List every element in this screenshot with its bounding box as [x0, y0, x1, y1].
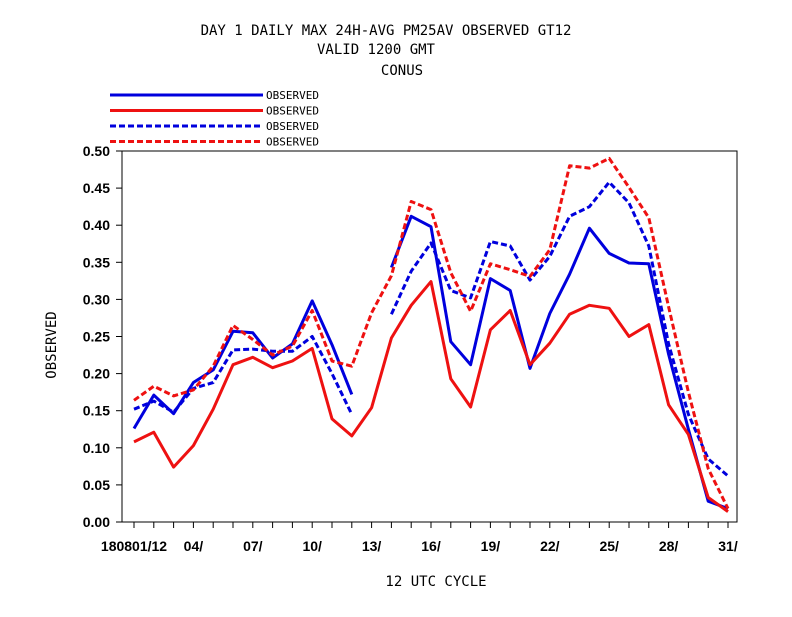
y-axis: 0.00 0.05 0.10 0.15 0.20 0.25 0.30 0.35 0.40 0.45…	[83, 143, 122, 530]
y-tick-label: 0.15	[83, 403, 110, 419]
legend-label-2: OBSERVED	[266, 105, 319, 118]
plot-frame	[121, 150, 738, 523]
x-tick-label: 28/	[659, 538, 679, 554]
y-tick-label: 0.35	[83, 254, 110, 270]
legend-label-4: OBSERVED	[266, 136, 319, 149]
series-line-4	[133, 156, 730, 510]
x-tick-label: 10/	[302, 538, 322, 554]
x-tick-label: 22/	[540, 538, 560, 554]
y-tick-label: 0.20	[83, 366, 110, 382]
y-axis-label: OBSERVED	[44, 311, 60, 378]
x-tick-label: 04/	[184, 538, 204, 554]
series-line-3	[133, 180, 729, 478]
y-tick-label: 0.05	[83, 477, 110, 493]
chart-title-line2: VALID 1200 GMT	[317, 42, 436, 58]
legend: OBSERVED OBSERVED OBSERVED OBSERVED	[110, 89, 319, 149]
y-tick-label: 0.45	[83, 180, 110, 196]
x-tick-label: 07/	[243, 538, 263, 554]
y-tick-label: 0.00	[83, 514, 110, 530]
x-tick-label: 25/	[599, 538, 619, 554]
y-tick-label: 0.25	[83, 329, 110, 345]
chart-title-line1: DAY 1 DAILY MAX 24H-AVG PM25AV OBSERVED …	[201, 23, 572, 39]
x-tick-label: 13/	[362, 538, 382, 554]
x-axis-label: 12 UTC CYCLE	[385, 574, 486, 590]
y-tick-label: 0.40	[83, 217, 110, 233]
y-tick-label: 0.30	[83, 291, 110, 307]
series-line-1	[132, 214, 729, 511]
series-line-2	[133, 280, 729, 513]
x-tick-label: 16/	[421, 538, 441, 554]
y-tick-label: 0.50	[83, 143, 110, 159]
x-tick-label: 31/	[718, 538, 738, 554]
x-tick-label: 180801/12	[101, 538, 167, 554]
y-tick-label: 0.10	[83, 440, 110, 456]
chart-title-line3: CONUS	[381, 63, 423, 79]
series-layer	[132, 156, 730, 513]
x-tick-label: 19/	[481, 538, 501, 554]
legend-label-3: OBSERVED	[266, 120, 319, 133]
x-axis: 180801/12 04/07/10/13/16/19/22/25/28/31/	[101, 522, 738, 554]
legend-label-1: OBSERVED	[266, 89, 319, 102]
